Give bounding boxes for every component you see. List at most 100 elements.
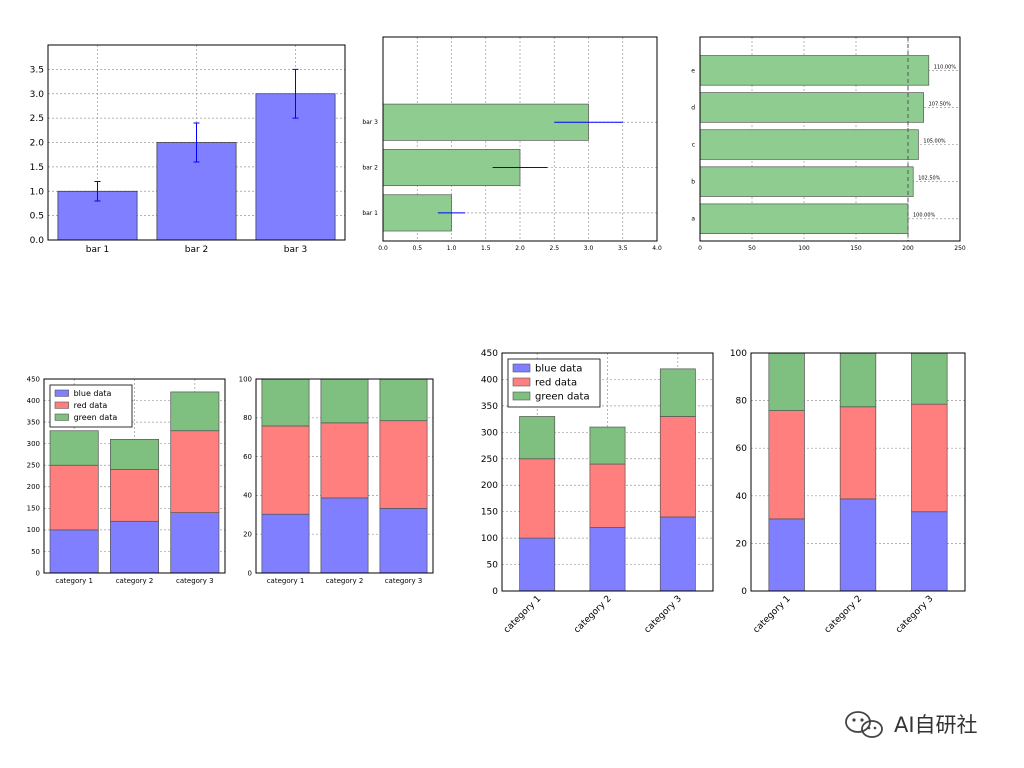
bar (589, 426, 626, 465)
x-tick-label: bar 2 (185, 245, 209, 255)
legend-label: red data (74, 401, 108, 410)
x-tick-label: category 1 (502, 594, 543, 635)
x-tick-label: 1.5 (481, 245, 491, 252)
bar (379, 420, 428, 509)
y-tick-label: c (692, 142, 695, 149)
bar (519, 416, 556, 460)
y-tick-label: 60 (243, 453, 252, 461)
y-tick-label: 0.0 (30, 236, 45, 246)
legend-swatch (512, 391, 531, 401)
x-tick-label: category 2 (326, 577, 364, 585)
watermark-text: AI自研社 (894, 713, 978, 737)
x-tick-label: category 3 (643, 594, 684, 635)
x-tick-label: 4.0 (652, 245, 662, 252)
x-tick-label: category 2 (823, 594, 864, 635)
bar (768, 518, 805, 592)
x-tick-label: 150 (850, 245, 862, 252)
x-tick-label: category 1 (55, 577, 93, 585)
bar (110, 439, 159, 470)
legend-label: blue data (535, 364, 582, 375)
bar (699, 203, 909, 234)
legend-label: red data (535, 378, 577, 389)
y-tick-label: bar 1 (362, 210, 378, 217)
chart-error-bars: 0.0 0.5 1.0 1.5 2.0 2.5 3.0 3.5 bar 1 bar 2 bar 3 (30, 44, 346, 255)
bar (768, 352, 805, 411)
bar (699, 129, 919, 160)
chart-stacked-percentage-large: 0 20 40 60 80 100 category 1 category 2 category… (730, 349, 966, 635)
x-tick-label: 100 (798, 245, 810, 252)
chart-plot-labels-text: 0 50 100 150 200 250 a b c d e 100.00% 102.50% 105.00… (691, 36, 966, 252)
y-tick-label: bar 2 (362, 165, 378, 172)
x-tick-label: 3.0 (584, 245, 594, 252)
plot-frame (382, 36, 658, 242)
x-tick-label: category 2 (116, 577, 154, 585)
legend-swatch (54, 389, 69, 397)
chart-stacked-count-small: 0 50 100 150 200 250 300 350 400 450 category 1 cat… (27, 375, 226, 585)
y-tick-label: a (691, 216, 695, 223)
bar (519, 458, 556, 539)
legend-swatch (512, 377, 531, 387)
bar-value-label: 107.50% (929, 101, 951, 107)
y-tick-label: 20 (243, 531, 252, 539)
legend-label: green data (74, 413, 118, 422)
bar (170, 512, 220, 574)
watermark: AI自研社 (842, 704, 1002, 744)
bar (49, 430, 99, 466)
bar-value-label: 105.00% (923, 139, 945, 145)
y-tick-label: 300 (27, 440, 40, 448)
x-tick-label: category 1 (752, 594, 793, 635)
x-tick-label: category 2 (572, 594, 613, 635)
bar (261, 513, 310, 574)
bar (659, 368, 696, 417)
legend-label: green data (535, 392, 590, 403)
y-tick-label: 350 (27, 418, 40, 426)
y-tick-label: 450 (27, 375, 40, 383)
x-tick-label: 50 (748, 245, 756, 252)
x-tick-label: category 3 (385, 577, 423, 585)
x-tick-label: 0.5 (412, 245, 422, 252)
plot-frame (750, 352, 966, 592)
legend-swatch (54, 401, 69, 409)
x-tick-label: 0 (698, 245, 702, 252)
bar (911, 403, 948, 513)
x-tick-label: 2.5 (549, 245, 559, 252)
x-tick-label: bar 3 (284, 245, 308, 255)
y-tick-label: 150 (481, 508, 498, 518)
bar-value-label: 102.50% (918, 176, 940, 182)
x-tick-label: 200 (902, 245, 914, 252)
y-tick-label: 150 (27, 505, 40, 513)
bar-value-label: 110.00% (934, 64, 956, 70)
y-tick-label: 0 (248, 569, 252, 577)
y-tick-label: 100 (27, 526, 40, 534)
chart-stacked-count-large: 0 50 100 150 200 250 300 350 400 450 category 1 cat… (481, 349, 714, 635)
y-tick-label: 350 (481, 402, 498, 412)
y-tick-label: 400 (27, 397, 40, 405)
y-tick-label: 100 (239, 375, 252, 383)
bar (49, 529, 99, 574)
bar (320, 422, 369, 499)
bar-value-label: 100.00% (913, 213, 935, 219)
y-tick-label: 80 (736, 397, 748, 407)
legend-swatch (54, 413, 69, 421)
y-tick-label: 60 (736, 444, 748, 454)
bar (379, 508, 428, 574)
bar (110, 469, 159, 522)
bar (699, 92, 924, 123)
y-tick-label: 200 (481, 481, 498, 491)
bar (379, 378, 428, 422)
bar (699, 55, 930, 86)
bar (589, 527, 626, 592)
y-tick-label: e (691, 67, 695, 74)
bar (659, 516, 696, 592)
y-tick-label: 50 (31, 548, 40, 556)
y-tick-label: 450 (481, 349, 498, 359)
x-tick-label: 1.0 (447, 245, 457, 252)
y-tick-label: 40 (736, 492, 748, 502)
plot-frame (255, 378, 434, 574)
plot-frame (699, 36, 961, 242)
bar (659, 416, 696, 518)
x-tick-label: category 3 (176, 577, 214, 585)
y-tick-label: 300 (481, 428, 498, 438)
bar (589, 463, 626, 528)
legend-swatch (512, 363, 531, 373)
